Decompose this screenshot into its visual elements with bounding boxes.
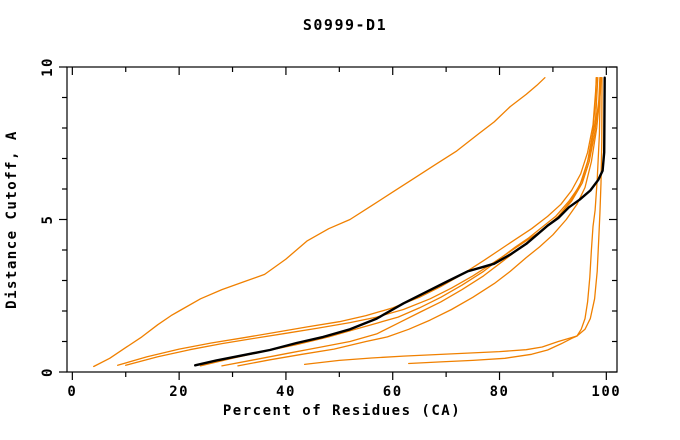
x-tick-label: 60 [383,384,403,400]
y-axis-label: Distance Cutoff, A [4,130,20,309]
y-tick-label: 0 [40,367,56,377]
series-orange-curve-1 [93,77,546,368]
x-tick-label: 20 [169,384,189,400]
series-black-model-curve [194,76,606,367]
series-orange-curve-2 [117,77,598,366]
series-orange-curve-3 [125,77,601,366]
x-tick-label: 80 [490,384,510,400]
y-tick-label: 5 [40,215,56,225]
x-tick-label: 100 [591,384,621,400]
series-orange-curve-6 [237,77,602,367]
series-orange-curve-7 [303,77,603,366]
x-tick-label: 0 [67,384,77,400]
plot-frame [66,66,618,373]
series-orange-curve-8 [408,77,602,365]
x-tick-label: 40 [276,384,296,400]
y-tick-label: 10 [40,57,56,77]
x-axis-label: Percent of Residues (CA) [223,403,461,419]
series-orange-curve-5 [221,77,599,367]
chart-title: S0999-D1 [303,16,387,34]
